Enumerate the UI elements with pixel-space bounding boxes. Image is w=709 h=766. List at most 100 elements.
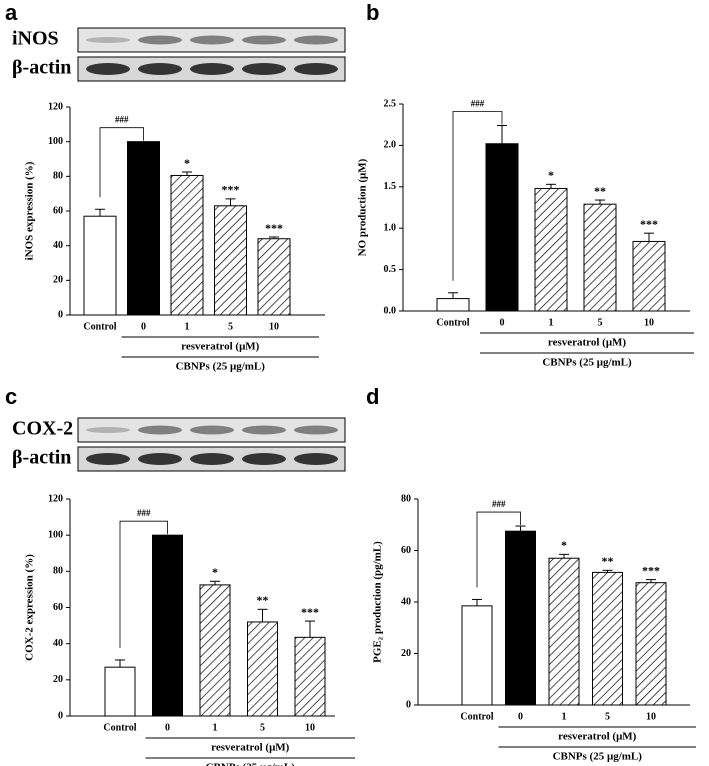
y-tick-label: 0 [406,699,411,710]
x-tick-label: 1 [185,321,190,332]
bar [632,240,666,312]
panel-label: d [366,384,379,409]
bar [505,530,536,706]
bar [152,534,183,717]
blot-band [86,37,130,43]
x-tick-label: 10 [269,321,279,332]
comparison-bracket [99,127,144,198]
blot-band [294,453,338,465]
blot-band [190,453,234,465]
significance: * [212,565,218,579]
x-tick-label: 1 [549,317,554,328]
group-label: resveratrol (μM) [211,742,290,754]
group-label: CBNPs (25 μg/mL) [553,751,643,763]
significance: *** [640,217,658,231]
blot-band [86,63,130,75]
significance: * [561,538,567,552]
y-tick-label: 2.5 [384,98,397,109]
y-tick-label: 80 [53,566,63,577]
blot-band [190,63,234,75]
blot-label: COX-2 [12,418,73,440]
blot-band [138,453,182,465]
bar [83,215,117,316]
y-tick-label: 100 [48,529,63,540]
y-axis-label: NO production (μM) [357,158,369,256]
bar [583,203,617,312]
x-tick-label: 5 [228,321,233,332]
y-tick-label: 1.5 [384,181,397,192]
significance: ** [594,184,606,198]
blot-band [242,35,286,45]
x-tick-label: 1 [562,711,567,722]
x-tick-label: Control [460,711,493,722]
comparison-label: ### [137,508,151,518]
group-label: resveratrol (μM) [558,731,637,743]
group-label: resveratrol (μM) [548,337,627,349]
blot-band [294,425,338,435]
bar [461,605,493,706]
y-tick-label: 60 [53,602,63,613]
y-tick-label: 40 [53,240,63,251]
x-tick-label: 0 [518,711,523,722]
bar [170,174,204,316]
y-tick-label: 0.0 [384,305,397,316]
x-tick-label: Control [436,317,469,328]
group-label: CBNPs (25 μg/mL) [206,762,296,766]
blot-band [138,35,182,45]
x-tick-label: 5 [260,722,265,733]
x-tick-label: 0 [500,317,505,328]
bar [247,621,278,717]
bar [548,557,580,706]
blot-band [86,427,130,433]
y-tick-label: 120 [48,493,63,504]
bar [294,636,326,717]
x-tick-label: 10 [646,711,656,722]
blot-band [294,35,338,45]
significance: *** [301,605,319,619]
x-tick-label: 1 [213,722,218,733]
panel-label: c [5,384,17,409]
blot-band [138,63,182,75]
blot-band [294,63,338,75]
bar [436,298,470,312]
y-tick-label: 40 [401,596,411,607]
y-tick-label: 0 [58,309,63,320]
y-axis-label: iNOS expression (%) [24,161,36,260]
y-tick-label: 20 [401,648,411,659]
blot-band [242,425,286,435]
group-label: resveratrol (μM) [181,341,260,353]
significance: *** [265,221,283,235]
blot-label: β-actin [12,57,71,79]
blot-band [86,453,130,465]
y-tick-label: 20 [53,674,63,685]
y-axis-label: PGE₂ production (pg/mL) [372,541,384,663]
bar [592,571,623,706]
comparison-bracket [476,511,521,588]
x-tick-label: 0 [165,722,170,733]
y-tick-label: 2.0 [384,140,397,151]
y-tick-label: 80 [53,171,63,182]
y-tick-label: 40 [53,638,63,649]
x-tick-label: 5 [605,711,610,722]
significance: *** [642,563,660,577]
y-tick-label: 60 [53,205,63,216]
panel-label: b [366,0,379,25]
x-tick-label: 10 [305,722,315,733]
y-tick-label: 100 [48,136,63,147]
comparison-bracket [452,111,503,281]
y-axis-label: COX-2 expression (%) [24,554,36,661]
significance: *** [222,183,240,197]
bar [257,238,291,316]
y-tick-label: 1.0 [384,222,397,233]
significance: * [184,156,190,170]
significance: ** [257,593,269,607]
group-label: CBNPs (25 μg/mL) [176,361,266,373]
blot-band [190,425,234,435]
bar [635,582,667,706]
y-tick-label: 60 [401,545,411,556]
y-tick-label: 0 [58,710,63,721]
y-tick-label: 20 [53,275,63,286]
comparison-label: ### [115,115,129,125]
significance: * [548,168,554,182]
